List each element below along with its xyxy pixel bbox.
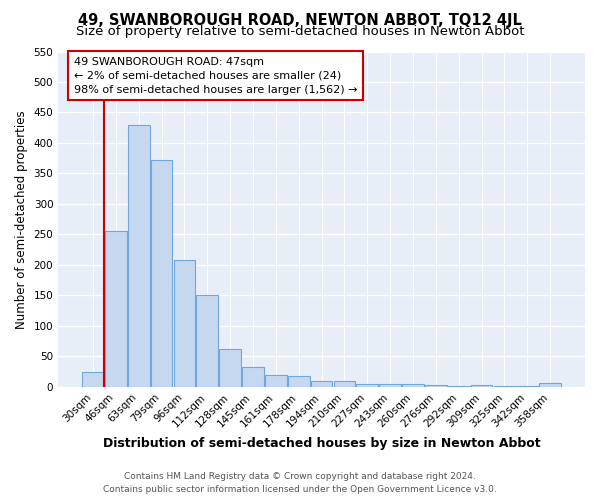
- Bar: [471, 384, 493, 387]
- Bar: [494, 386, 515, 387]
- Bar: [539, 382, 561, 387]
- Text: Size of property relative to semi-detached houses in Newton Abbot: Size of property relative to semi-detach…: [76, 25, 524, 38]
- Bar: [517, 386, 538, 387]
- Bar: [425, 384, 447, 387]
- Text: Contains HM Land Registry data © Crown copyright and database right 2024.
Contai: Contains HM Land Registry data © Crown c…: [103, 472, 497, 494]
- Bar: [265, 374, 287, 387]
- X-axis label: Distribution of semi-detached houses by size in Newton Abbot: Distribution of semi-detached houses by …: [103, 437, 541, 450]
- Bar: [82, 372, 104, 387]
- Bar: [288, 376, 310, 387]
- Bar: [379, 384, 401, 387]
- Bar: [105, 232, 127, 387]
- Bar: [356, 384, 378, 387]
- Bar: [128, 124, 149, 387]
- Y-axis label: Number of semi-detached properties: Number of semi-detached properties: [15, 110, 28, 328]
- Bar: [242, 367, 264, 387]
- Bar: [173, 260, 195, 387]
- Text: 49, SWANBOROUGH ROAD, NEWTON ABBOT, TQ12 4JL: 49, SWANBOROUGH ROAD, NEWTON ABBOT, TQ12…: [78, 12, 522, 28]
- Bar: [334, 381, 355, 387]
- Bar: [219, 349, 241, 387]
- Bar: [402, 384, 424, 387]
- Bar: [196, 296, 218, 387]
- Bar: [448, 386, 470, 387]
- Bar: [311, 381, 332, 387]
- Bar: [151, 160, 172, 387]
- Text: 49 SWANBOROUGH ROAD: 47sqm
← 2% of semi-detached houses are smaller (24)
98% of : 49 SWANBOROUGH ROAD: 47sqm ← 2% of semi-…: [74, 56, 358, 94]
